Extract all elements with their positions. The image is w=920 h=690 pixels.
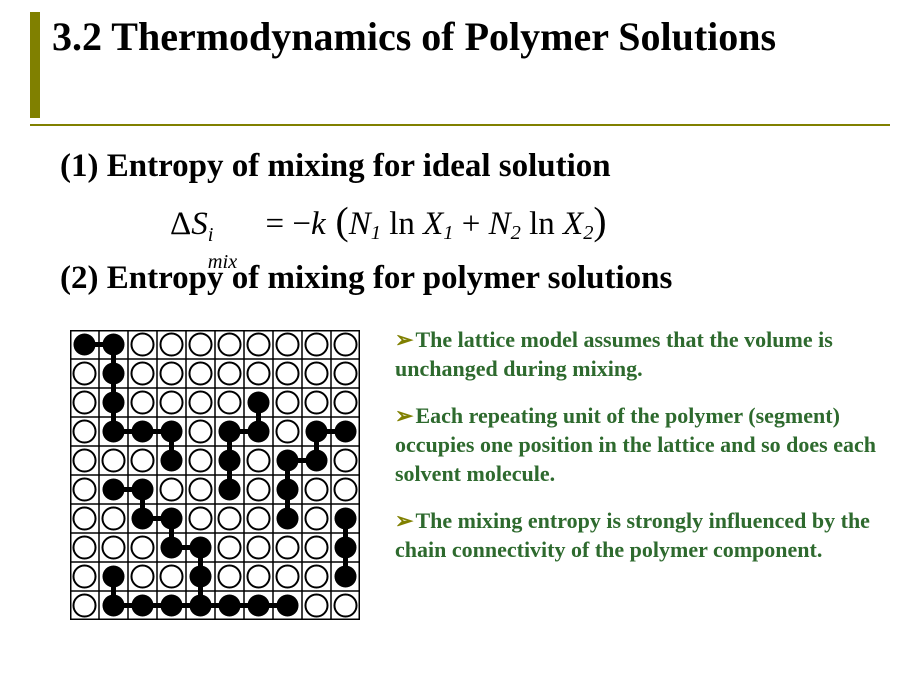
title-underline [30, 124, 890, 126]
eq-N1: N [349, 206, 371, 242]
eq-ln2: ln [521, 206, 563, 242]
eq-N2-sub: 2 [511, 222, 521, 244]
eq-sup-i: i [208, 224, 214, 247]
arrow-icon: ➢ [395, 508, 413, 533]
eq-X1-sub: 1 [443, 222, 453, 244]
bullet-1: ➢The lattice model assumes that the volu… [395, 325, 905, 383]
eq-plus: + [454, 206, 489, 242]
eq-N1-sub: 1 [371, 222, 381, 244]
lattice-diagram [70, 330, 360, 620]
eq-X1: X [423, 206, 443, 242]
arrow-icon: ➢ [395, 403, 413, 428]
eq-X2: X [563, 206, 583, 242]
section-2-heading: (2) Entropy of mixing for polymer soluti… [60, 260, 672, 297]
bullet-3-text: The mixing entropy is strongly influence… [395, 508, 870, 562]
eq-X2-sub: 2 [583, 222, 593, 244]
eq-negk-minus: − [292, 206, 311, 242]
arrow-icon: ➢ [395, 327, 413, 352]
eq-S: S [191, 206, 208, 242]
bullet-1-text: The lattice model assumes that the volum… [395, 327, 833, 381]
accent-bar [30, 12, 40, 118]
eq-equals: = [237, 206, 292, 242]
bullet-2-text: Each repeating unit of the polymer (segm… [395, 403, 876, 486]
eq-close: ) [593, 199, 606, 243]
eq-open: ( [326, 199, 349, 243]
slide-title: 3.2 Thermodynamics of Polymer Solutions [52, 12, 882, 62]
eq-ln1: ln [381, 206, 423, 242]
bullet-3: ➢The mixing entropy is strongly influenc… [395, 506, 905, 564]
eq-delta: Δ [170, 206, 191, 242]
eq-k: k [311, 206, 326, 242]
section-1-heading: (1) Entropy of mixing for ideal solution [60, 148, 611, 185]
bullet-list: ➢The lattice model assumes that the volu… [395, 325, 905, 582]
entropy-equation: ΔSimix = −k (N1 ln X1 + N2 ln X2) [170, 198, 607, 245]
eq-N2: N [489, 206, 511, 242]
bullet-2: ➢Each repeating unit of the polymer (seg… [395, 401, 905, 488]
